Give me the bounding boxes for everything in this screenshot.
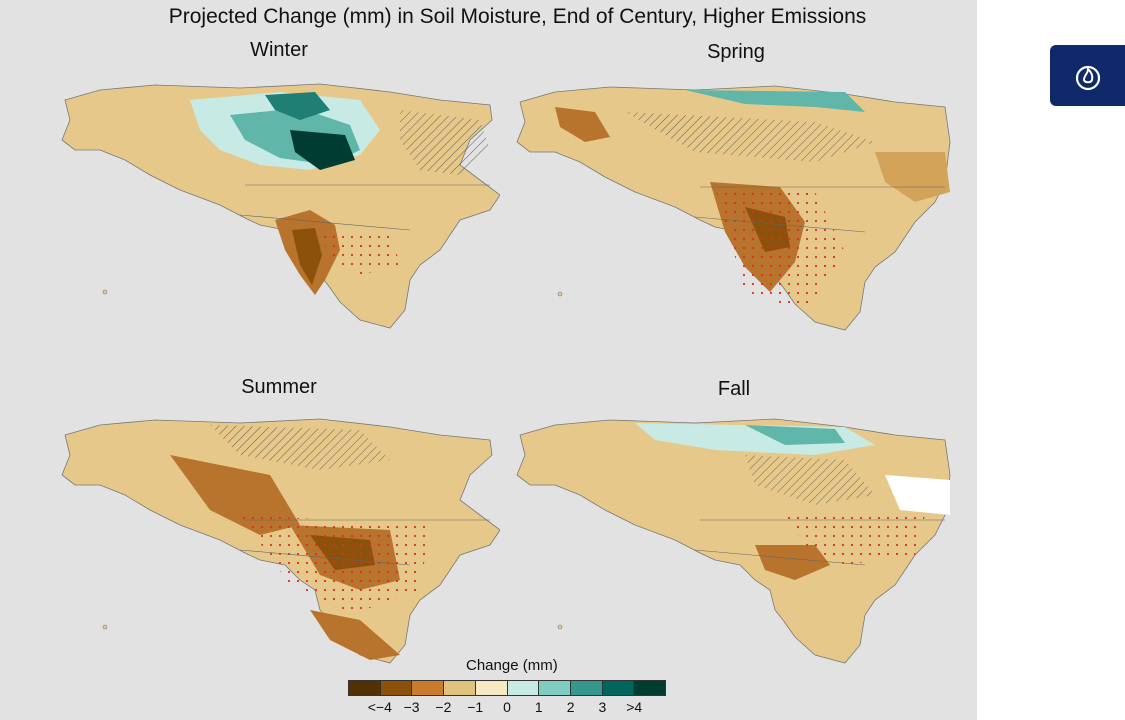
legend-tick-label: <−4: [367, 699, 392, 715]
legend-swatch: [380, 681, 413, 695]
panel-title-spring: Spring: [707, 41, 765, 63]
legend-swatch: [539, 681, 571, 695]
panel-title-winter: Winter: [250, 39, 308, 61]
legend-tick-label: −2: [435, 699, 452, 715]
legend-labels: <−4 −3 −2 −1 0 1 2 3 >4: [348, 699, 666, 717]
panel-title-fall: Fall: [717, 378, 751, 400]
legend-swatch: [475, 681, 508, 695]
legend-tick-label: 1: [534, 699, 543, 715]
legend-tick-label: −1: [467, 699, 484, 715]
legend-swatch: [602, 681, 635, 695]
legend-swatch: [349, 681, 381, 695]
map-fall: [516, 418, 951, 664]
map-winter: [61, 83, 500, 329]
fire-button[interactable]: [1050, 45, 1125, 106]
legend-tick-label: −3: [403, 699, 420, 715]
soil-moisture-figure: Projected Change (mm) in Soil Moisture, …: [0, 0, 977, 720]
map-summer: [61, 418, 500, 664]
legend-tick-label: 2: [566, 699, 575, 715]
legend-swatch: [412, 681, 445, 695]
legend-swatch: [507, 681, 540, 695]
legend-tick-label: 0: [503, 699, 511, 715]
legend-colorbar: [348, 680, 666, 696]
fire-icon: [1075, 65, 1100, 90]
figure-title: Projected Change (mm) in Soil Moisture, …: [168, 5, 867, 28]
legend-swatch: [634, 681, 666, 695]
legend-title: Change (mm): [466, 657, 558, 674]
legend-tick-label: >4: [626, 699, 643, 715]
map-spring: [516, 85, 951, 331]
legend-tick-label: 3: [598, 699, 607, 715]
legend-swatch: [570, 681, 603, 695]
legend-swatch: [444, 681, 476, 695]
panel-title-summer: Summer: [241, 376, 317, 398]
